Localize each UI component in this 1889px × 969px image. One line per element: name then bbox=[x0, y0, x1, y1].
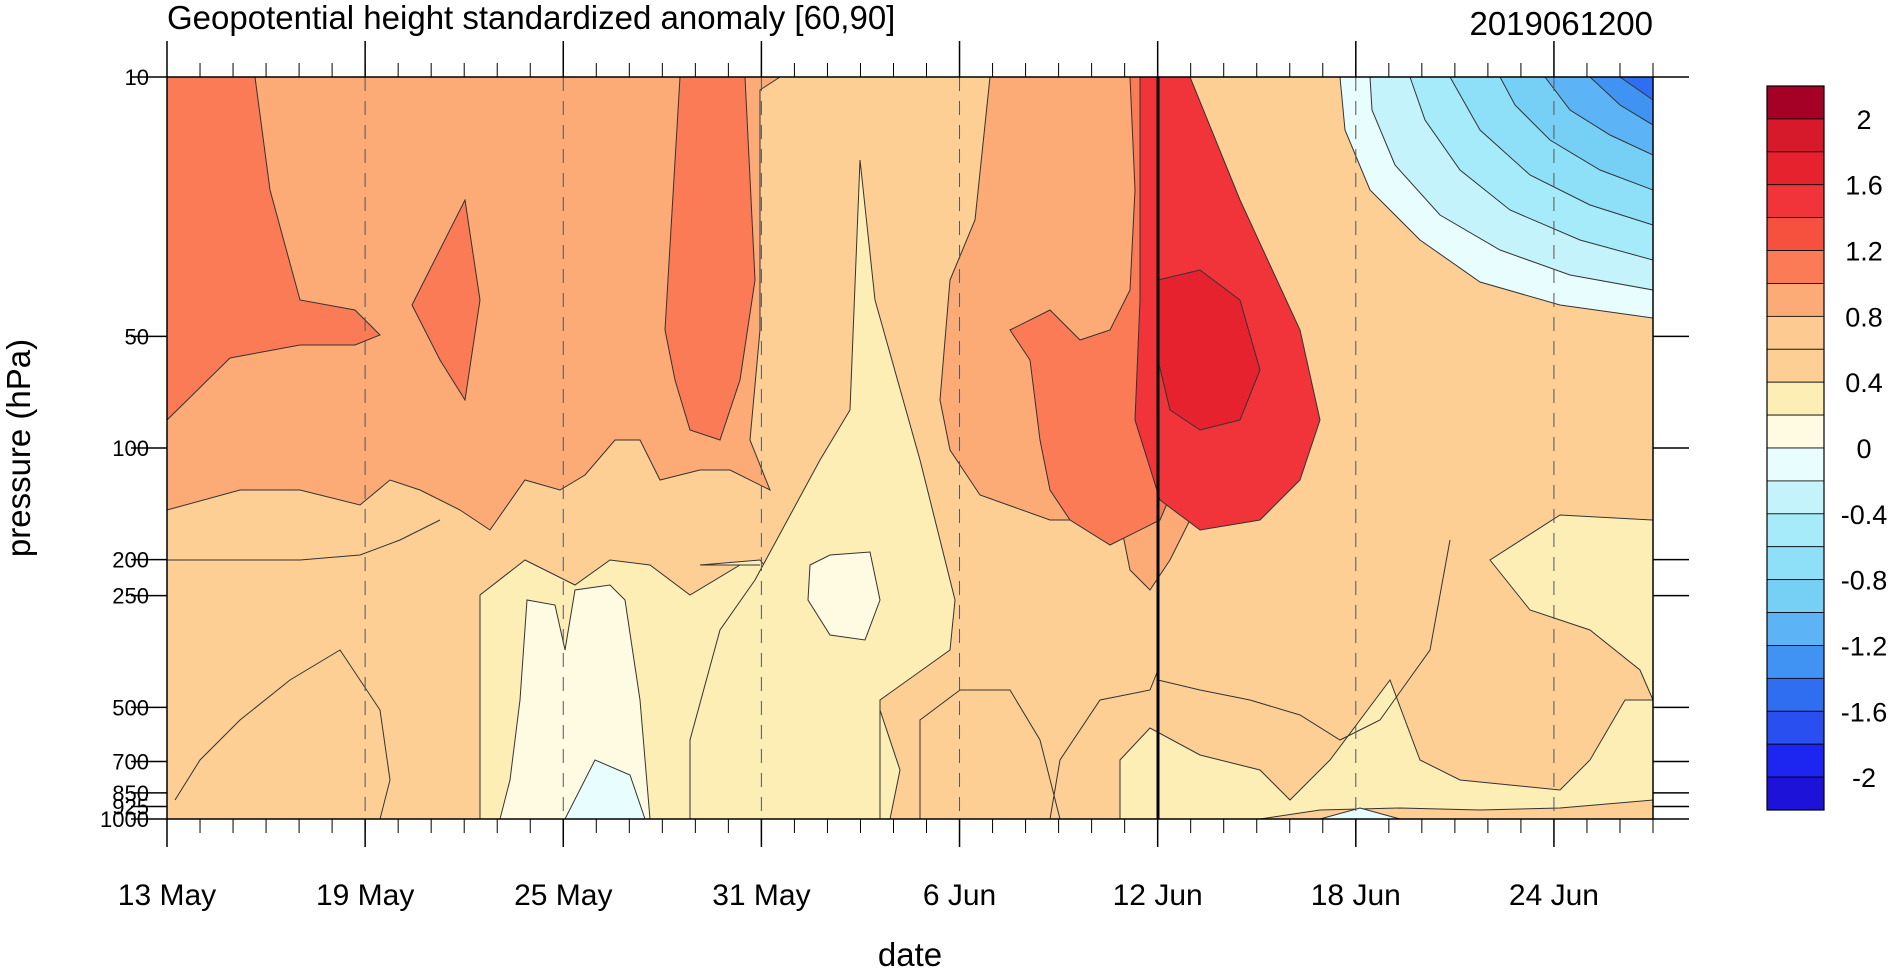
chart-title: Geopotential height standardized anomaly… bbox=[167, 0, 895, 36]
colorbar-label: -0.4 bbox=[1841, 500, 1888, 530]
colorbar-label: -1.6 bbox=[1841, 697, 1888, 727]
colorbar-swatch bbox=[1766, 184, 1825, 219]
x-tick-label: 13 May bbox=[118, 879, 216, 912]
y-tick-label: 700 bbox=[112, 750, 149, 775]
y-tick-label: 50 bbox=[125, 324, 149, 349]
colorbar-swatch bbox=[1766, 546, 1825, 581]
colorbar-swatch bbox=[1766, 645, 1825, 679]
colorbar-swatch bbox=[1766, 217, 1825, 251]
colorbar-swatch bbox=[1766, 677, 1825, 712]
colorbar-swatch bbox=[1766, 315, 1825, 350]
colorbar-label: 0.4 bbox=[1845, 368, 1883, 398]
colorbar-swatch bbox=[1766, 85, 1825, 120]
colorbar-swatch bbox=[1766, 118, 1825, 153]
colorbar-swatch bbox=[1766, 151, 1825, 186]
x-axis: 13 May 19 May 25 May 31 May 6 Jun 12 Jun 18 Ju… bbox=[118, 41, 1654, 912]
y-tick-label: 200 bbox=[112, 548, 149, 573]
x-tick-label: 31 May bbox=[712, 879, 810, 912]
colorbar-swatch bbox=[1766, 579, 1825, 613]
y-tick-label: 1000 bbox=[100, 807, 149, 832]
colorbar: 2 1.6 1.2 0.8 0.4 0 -0.4 -0.8 -1.2 -1.6 -2 bbox=[1766, 85, 1888, 811]
colorbar-swatch bbox=[1766, 283, 1825, 317]
colorbar-label: 1.6 bbox=[1845, 171, 1883, 201]
colorbar-label: 0.8 bbox=[1845, 302, 1883, 332]
colorbar-swatch bbox=[1766, 743, 1825, 778]
contour-line-e bbox=[919, 689, 1061, 820]
colorbar-swatch bbox=[1766, 381, 1825, 416]
x-axis-label: date bbox=[878, 936, 942, 969]
contour-fill-red-core bbox=[1157, 269, 1261, 431]
colorbar-swatch bbox=[1766, 513, 1825, 548]
contour-line-c bbox=[1157, 539, 1451, 741]
y-tick-label: 10 bbox=[125, 65, 149, 90]
colorbar-swatch bbox=[1766, 414, 1825, 449]
colorbar-swatch bbox=[1766, 447, 1825, 482]
colorbar-swatch bbox=[1766, 612, 1825, 646]
colorbar-label: 0 bbox=[1856, 434, 1871, 464]
x-tick-label: 24 Jun bbox=[1509, 879, 1599, 912]
colorbar-swatch bbox=[1766, 480, 1825, 515]
y-tick-label: 500 bbox=[112, 695, 149, 720]
y-tick-label: 850 bbox=[112, 781, 149, 806]
x-tick-label: 6 Jun bbox=[923, 879, 996, 912]
contour-fill-upper-pale-a bbox=[807, 551, 881, 641]
date-gridlines bbox=[364, 77, 1555, 819]
colorbar-label: -1.2 bbox=[1841, 631, 1888, 661]
x-tick-label: 25 May bbox=[514, 879, 612, 912]
x-tick-label: 18 Jun bbox=[1311, 879, 1401, 912]
colorbar-swatch bbox=[1766, 776, 1825, 811]
plot-area bbox=[166, 76, 1654, 820]
y-tick-label: 250 bbox=[112, 584, 149, 609]
chart-subtitle: 2019061200 bbox=[1469, 5, 1653, 42]
colorbar-label: -0.8 bbox=[1841, 566, 1888, 596]
y-tick-label: 925 bbox=[112, 794, 149, 819]
contour-line-b bbox=[174, 649, 391, 820]
contour-line-d bbox=[1049, 669, 1159, 820]
colorbar-label: 2 bbox=[1856, 105, 1871, 135]
contour-fill-lowright-yellow bbox=[1119, 678, 1654, 820]
colorbar-label: -2 bbox=[1852, 763, 1876, 793]
x-tick-label: 19 May bbox=[316, 879, 414, 912]
contour-fill-right-yellow bbox=[1489, 514, 1654, 701]
contour-fill-mid-yellow bbox=[689, 159, 956, 820]
y-tick-label: 100 bbox=[112, 436, 149, 461]
contour-fill-lowerleft-pale bbox=[499, 584, 651, 820]
contour-fill-red-mid-b bbox=[664, 76, 756, 441]
colorbar-swatch bbox=[1766, 250, 1825, 284]
contour-fill-red-left bbox=[166, 76, 381, 422]
colorbar-swatch bbox=[1766, 710, 1825, 745]
colorbar-frame bbox=[1766, 85, 1825, 811]
y-axis-label: pressure (hPa) bbox=[0, 339, 37, 557]
x-tick-label: 12 Jun bbox=[1113, 879, 1203, 912]
colorbar-swatch bbox=[1766, 348, 1825, 383]
colorbar-label: 1.2 bbox=[1845, 237, 1883, 267]
contour-fill-red-mid-a bbox=[411, 198, 481, 402]
contour-line-a bbox=[167, 519, 441, 561]
